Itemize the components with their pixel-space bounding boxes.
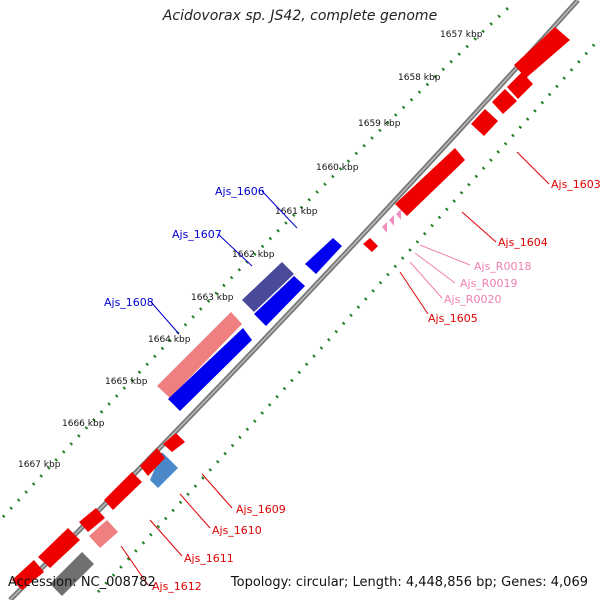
gene-arrow-ajs-1603b[interactable] [507,72,533,99]
gene-arrow-ajs-1609[interactable] [163,433,185,452]
rna-ajs-r0019[interactable] [389,215,394,226]
gene-arrow-ajs-1608a[interactable] [157,312,242,398]
gene-label-ajs-1611[interactable]: Ajs_1611 [184,552,234,565]
gene-arrow-ajs-1611a[interactable] [140,448,165,476]
label-connectors [120,151,550,586]
gene-arrow-left-red[interactable] [38,528,80,568]
reverse-genes [157,238,342,411]
tick-label: 1667 kbp [18,460,61,470]
tick-label: 1660 kbp [316,163,359,173]
gene-arrow-ajs-1611c[interactable] [79,508,105,532]
tick-labels: 1657 kbp 1658 kbp 1659 kbp 1660 kbp 1661… [18,30,483,470]
tick-label: 1662 kbp [232,250,275,260]
gene-arrow-ajs-1608b[interactable] [168,328,252,411]
gene-arrow-ajs-1603d[interactable] [471,109,498,136]
topology-label: Topology: circular; Length: 4,448,856 bp… [230,575,588,590]
accession-label: Accession: NC_008782 [8,575,156,590]
outer-dotted-track [1,6,510,519]
gene-label-ajs-r0019[interactable]: Ajs_R0019 [460,277,517,290]
tick-label: 1664 kbp [148,335,191,345]
tick-label: 1666 kbp [62,419,105,429]
inner-dotted-track [96,37,600,594]
forward-genes [12,27,570,596]
tick-label: 1661 kbp [275,207,318,217]
gene-arrow-grey[interactable] [50,552,94,596]
gene-label-ajs-1612[interactable]: Ajs_1612 [152,580,202,593]
gene-arrow-ajs-1606[interactable] [305,238,342,274]
gene-label-ajs-r0018[interactable]: Ajs_R0018 [474,260,531,273]
gene-arrow-ajs-1607a[interactable] [242,262,294,312]
gene-label-ajs-1606[interactable]: Ajs_1606 [215,185,265,198]
tick-label: 1657 kbp [440,30,483,40]
gene-arrow-ajs-1612[interactable] [89,520,118,548]
gene-label-ajs-1609[interactable]: Ajs_1609 [236,503,286,516]
tick-label: 1665 kbp [105,377,148,387]
gene-arrow-ajs-1603c[interactable] [492,89,517,114]
gene-arrow-ajs-1610[interactable] [150,452,178,488]
gene-label-ajs-1604[interactable]: Ajs_1604 [498,236,548,249]
gene-label-ajs-1603[interactable]: Ajs_1603 [551,178,600,191]
gene-label-ajs-1607[interactable]: Ajs_1607 [172,228,222,241]
tick-label: 1658 kbp [398,73,441,83]
rna-ajs-r0020[interactable] [382,222,387,233]
tick-label: 1663 kbp [191,293,234,303]
gene-arrow-ajs-1603a[interactable] [514,27,570,78]
gene-arrow-ajs-1605[interactable] [363,238,378,252]
tick-label: 1659 kbp [358,119,401,129]
gene-arrow-ajs-1604[interactable] [395,148,465,216]
gene-arrow-left-red2[interactable] [12,560,44,590]
gene-labels: Ajs_1603 Ajs_1604 Ajs_R0018 Ajs_R0019 Aj… [104,178,600,593]
gene-label-ajs-1605[interactable]: Ajs_1605 [428,312,478,325]
gene-label-ajs-1608[interactable]: Ajs_1608 [104,296,154,309]
gene-label-ajs-r0020[interactable]: Ajs_R0020 [444,293,501,306]
gene-arrow-ajs-1611b[interactable] [104,472,142,510]
genome-title: Acidovorax sp. JS42, complete genome [162,8,438,24]
rna-ajs-r0018[interactable] [396,209,401,220]
gene-label-ajs-1610[interactable]: Ajs_1610 [212,524,262,537]
gene-arrow-ajs-1607b[interactable] [254,276,305,326]
